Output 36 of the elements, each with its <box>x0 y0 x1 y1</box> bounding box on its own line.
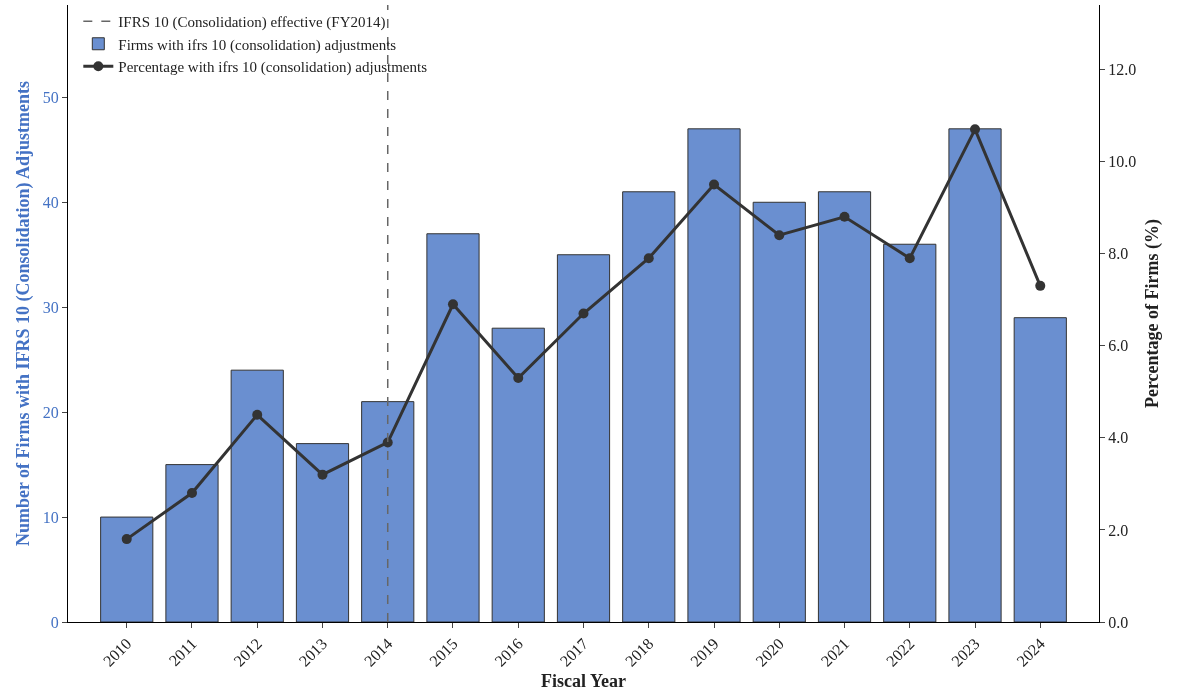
y-tick-label: 10 <box>42 508 59 526</box>
point <box>121 534 132 545</box>
y2-tick-label: 2.0 <box>1108 521 1129 539</box>
x-axis-title: Fiscal Year <box>541 670 626 691</box>
ref-line-label: IFRS 10 (Consolidation) effective (FY2014) <box>118 14 386 32</box>
point <box>839 211 850 222</box>
y2-tick-label: 6.0 <box>1108 337 1129 355</box>
point <box>513 372 524 383</box>
point <box>578 308 589 319</box>
point <box>186 488 197 499</box>
point <box>447 299 458 310</box>
y2-tick-label: 8.0 <box>1108 245 1129 263</box>
y-tick-label: 40 <box>42 193 59 211</box>
point <box>774 230 785 241</box>
y2-tick-label: 10.0 <box>1108 153 1137 171</box>
legend-label: Percentage with ifrs 10 (consolidation) adjustments <box>118 59 428 77</box>
point <box>904 253 915 264</box>
y-tick-label: 0 <box>50 613 59 631</box>
y2-tick-label: 12.0 <box>1108 61 1137 79</box>
point <box>1035 280 1046 291</box>
x-tick-label: 2011 <box>165 634 200 670</box>
bar <box>1013 317 1067 622</box>
point <box>970 124 981 135</box>
y2-tick-label: 0.0 <box>1108 613 1129 631</box>
legend-label: Firms with ifrs 10 (consolidation) adjustments <box>118 36 397 54</box>
point <box>709 179 720 190</box>
point <box>317 469 328 480</box>
y-tick-label: 20 <box>42 403 59 421</box>
point <box>252 409 263 420</box>
y-tick-label: 30 <box>42 298 59 316</box>
y-axis-title: Number of Firms with IFRS 10 (Consolidation) Adjustments <box>13 80 34 547</box>
y-tick-label: 50 <box>42 88 59 106</box>
point <box>382 437 393 448</box>
point <box>643 253 654 264</box>
y2-axis-title: Percentage of Firms (%) <box>1142 218 1164 409</box>
y2-tick-label: 4.0 <box>1108 429 1129 447</box>
